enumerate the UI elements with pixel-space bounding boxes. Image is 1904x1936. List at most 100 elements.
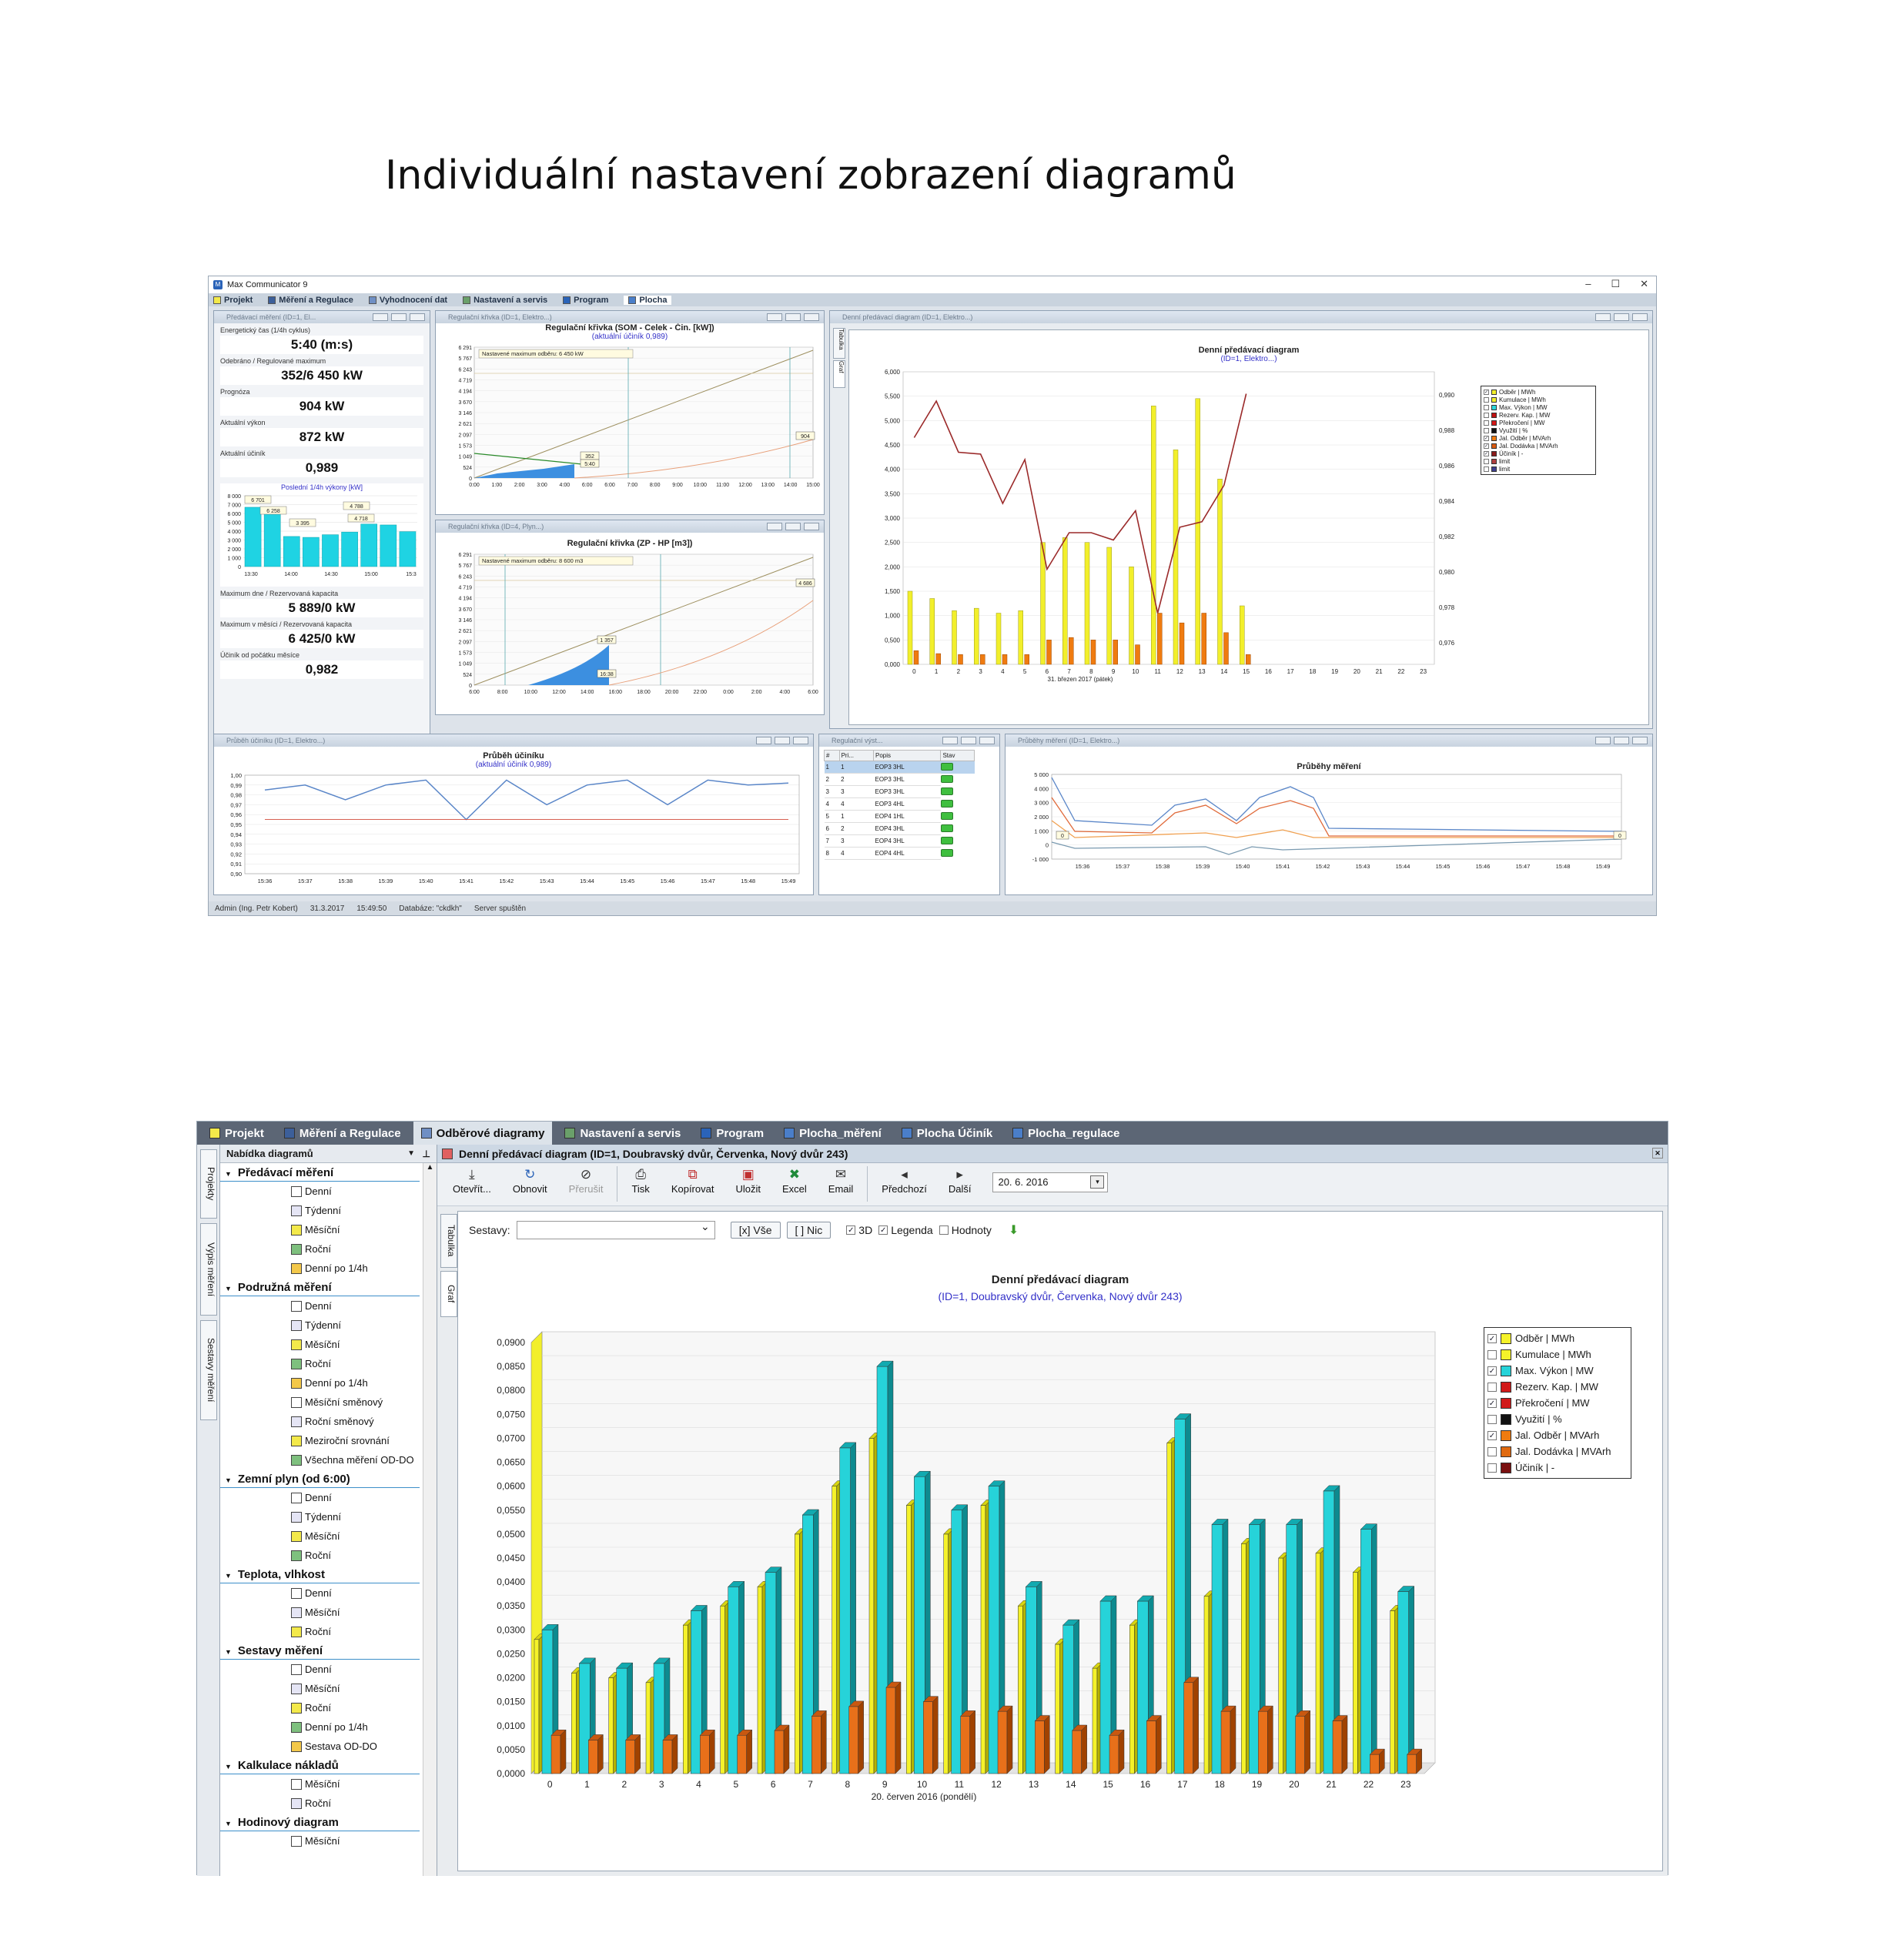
legend-checkbox[interactable]: ✓ [1487, 1333, 1497, 1343]
legend-checkbox[interactable] [1487, 1446, 1497, 1456]
legend-item[interactable]: Kumulace | MWh [1484, 396, 1593, 403]
checkbox-hodnoty[interactable] [939, 1225, 949, 1235]
option-3d[interactable]: ✓ 3D [846, 1224, 873, 1236]
legend-item[interactable]: Překročení | MW [1484, 419, 1593, 426]
table-row[interactable]: 6 2 EOP4 3HL [824, 822, 975, 835]
panel-close-button[interactable] [979, 737, 995, 744]
tree-group[interactable]: ▼ Teplota, vlhkost [220, 1565, 420, 1583]
table-row[interactable]: 3 3 EOP3 3HL [824, 785, 975, 798]
tab-tabulka[interactable]: Tabulka [833, 328, 845, 359]
legend-checkbox[interactable] [1487, 1349, 1497, 1359]
minimize-button[interactable]: – [1585, 278, 1591, 289]
tab-graf[interactable]: Graf [833, 360, 845, 388]
legend-item[interactable]: Max. Výkon | MW [1484, 403, 1593, 411]
tree-item[interactable]: Týdenní [220, 1507, 437, 1526]
tab-graf[interactable]: Graf [440, 1271, 457, 1317]
tree-item[interactable]: Měsíční [220, 1335, 437, 1354]
tree-item[interactable]: Měsíční [220, 1831, 437, 1851]
legend-item[interactable]: Jal. Dodávka | MVArh [1487, 1443, 1628, 1460]
table-row[interactable]: 2 2 EOP3 3HL [824, 773, 975, 786]
panel-close-button[interactable] [410, 313, 425, 321]
table-row[interactable]: 8 4 EOP4 4HL [824, 847, 975, 860]
tree-group[interactable]: ▼ Hodinový diagram [220, 1813, 420, 1831]
collapse-icon[interactable]: ▼ [225, 1648, 232, 1656]
panel-max-button[interactable] [961, 737, 976, 744]
tab-plocha-ucinik[interactable]: Plocha Účiník [894, 1122, 1000, 1145]
legend-item[interactable]: limit [1484, 465, 1593, 473]
tab-tabulka[interactable]: Tabulka [440, 1214, 457, 1268]
pin-icon[interactable]: ⊥ [422, 1149, 430, 1159]
panel-max-button[interactable] [785, 313, 801, 321]
tree-item[interactable]: Denní po 1/4h [220, 1717, 437, 1737]
panel-max-button[interactable] [785, 523, 801, 530]
previous-button[interactable]: ◂ Předchozí [882, 1167, 927, 1195]
legend-checkbox[interactable] [1487, 1414, 1497, 1424]
menu-vyhodnoceni-dat[interactable]: Vyhodnocení dat [368, 296, 447, 305]
legend-checkbox[interactable] [1484, 458, 1489, 464]
legend-item[interactable]: ✓ Jal. Odběr | MVArh [1484, 434, 1593, 442]
date-picker[interactable]: 20. 6. 2016 ▾ [992, 1172, 1109, 1192]
panel-close-button[interactable] [804, 523, 819, 530]
legend-item[interactable]: Kumulace | MWh [1487, 1346, 1628, 1363]
menu-mereni-regulace[interactable]: Měření a Regulace [268, 296, 353, 305]
legend-item[interactable]: ✓ Jal. Odběr | MVArh [1487, 1427, 1628, 1443]
tree-group[interactable]: ▼ Zemní plyn (od 6:00) [220, 1470, 420, 1488]
tree-item[interactable]: Denní [220, 1583, 437, 1603]
menu-program[interactable]: Program [563, 296, 608, 305]
legend-item[interactable]: Využití | % [1484, 426, 1593, 434]
table-header[interactable]: Stav [940, 750, 975, 761]
vtab-sestavy-mereni[interactable]: Sestavy měření [200, 1320, 217, 1420]
panel-max-button[interactable] [391, 313, 407, 321]
maximize-button[interactable]: ☐ [1611, 278, 1621, 289]
panel-min-button[interactable] [1595, 313, 1611, 321]
table-header[interactable]: # [824, 750, 840, 761]
save-button[interactable]: ▣ Uložit [735, 1167, 761, 1195]
vtab-vypis-mereni[interactable]: Výpis měření [200, 1223, 217, 1316]
menu-nastaveni-servis[interactable]: Nastavení a servis [463, 296, 547, 305]
close-doc-icon[interactable]: ✕ [1652, 1148, 1663, 1159]
tree-item[interactable]: Meziroční srovnání [220, 1431, 437, 1450]
panel-min-button[interactable] [767, 523, 782, 530]
email-button[interactable]: ✉ Email [828, 1167, 854, 1195]
legend-checkbox[interactable]: ✓ [1484, 450, 1489, 456]
panel-min-button[interactable] [942, 737, 958, 744]
stop-button[interactable]: ⊘ Přerušit [568, 1167, 604, 1195]
panel-close-button[interactable] [1632, 313, 1648, 321]
select-all-button[interactable]: [x] Vše [730, 1222, 781, 1239]
select-none-button[interactable]: [ ] Nic [786, 1222, 832, 1239]
open-button[interactable]: ⤓ Otevřít... [453, 1167, 491, 1195]
print-button[interactable]: ⎙ Tisk [631, 1167, 650, 1195]
legend-item[interactable]: ✓ Jal. Dodávka | MVArh [1484, 442, 1593, 450]
legend-checkbox[interactable]: ✓ [1487, 1398, 1497, 1408]
collapse-icon[interactable]: ▼ [225, 1476, 232, 1484]
dropdown-icon[interactable]: ▼ [407, 1149, 415, 1158]
tree-item[interactable]: Všechna měření OD-DO [220, 1450, 437, 1470]
tab-plocha-regulace[interactable]: Plocha_regulace [1005, 1122, 1127, 1145]
legend-item[interactable]: Rezerv. Kap. | MW [1487, 1379, 1628, 1395]
tree-item[interactable]: Sestava OD-DO [220, 1737, 437, 1756]
panel-min-button[interactable] [373, 313, 388, 321]
calendar-icon[interactable]: ▾ [1090, 1175, 1105, 1189]
tree-group[interactable]: ▼ Sestavy měření [220, 1641, 420, 1660]
legend-item[interactable]: Rezerv. Kap. | MW [1484, 411, 1593, 419]
table-header[interactable]: Pri... [838, 750, 874, 761]
tree-item[interactable]: Měsíční směnový [220, 1393, 437, 1412]
tree-item[interactable]: Měsíční [220, 1526, 437, 1546]
collapse-icon[interactable]: ▼ [225, 1763, 232, 1770]
table-row[interactable]: 4 4 EOP3 4HL [824, 797, 975, 811]
legend-item[interactable]: ✓ Odběr | MWh [1484, 388, 1593, 396]
copy-button[interactable]: ⧉ Kopírovat [671, 1167, 714, 1195]
legend-checkbox[interactable]: ✓ [1484, 443, 1489, 449]
tab-nastaveni-servis[interactable]: Nastavení a servis [557, 1122, 688, 1145]
panel-max-button[interactable] [1614, 737, 1629, 744]
checkbox-legenda[interactable]: ✓ [878, 1225, 888, 1235]
panel-close-button[interactable] [793, 737, 808, 744]
legend-checkbox[interactable]: ✓ [1484, 389, 1489, 395]
tree-item[interactable]: Týdenní [220, 1201, 437, 1220]
tree-item[interactable]: Roční směnový [220, 1412, 437, 1431]
legend-item[interactable]: ✓ Účiník | - [1484, 450, 1593, 457]
tree-item[interactable]: Denní po 1/4h [220, 1259, 437, 1278]
legend-item[interactable]: Účiník | - [1487, 1460, 1628, 1476]
table-row[interactable]: 5 1 EOP4 1HL [824, 810, 975, 823]
tab-plocha-mereni[interactable]: Plocha_měření [776, 1122, 889, 1145]
